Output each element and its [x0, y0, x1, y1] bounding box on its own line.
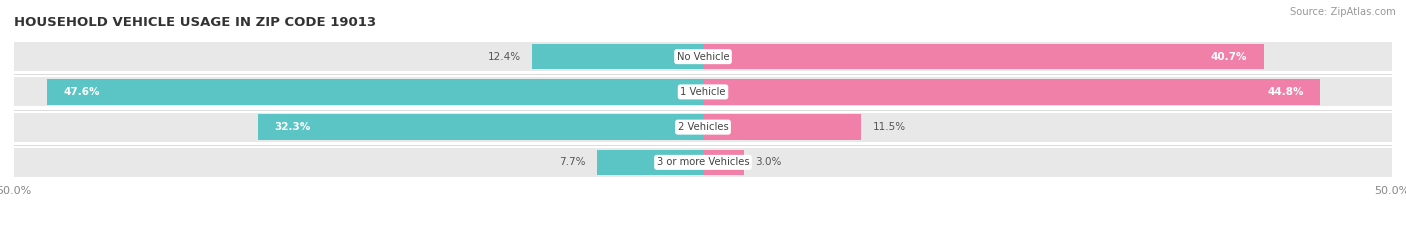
Text: 40.7%: 40.7%	[1211, 52, 1247, 62]
Bar	[531, 44, 703, 69]
Text: No Vehicle: No Vehicle	[676, 52, 730, 62]
Text: 44.8%: 44.8%	[1267, 87, 1303, 97]
Bar	[14, 77, 1392, 106]
Bar	[48, 79, 703, 105]
Text: 2 Vehicles: 2 Vehicles	[678, 122, 728, 132]
Bar	[257, 114, 703, 140]
Bar	[14, 42, 1392, 71]
Text: 47.6%: 47.6%	[63, 87, 100, 97]
Text: 32.3%: 32.3%	[274, 122, 311, 132]
Text: 12.4%: 12.4%	[488, 52, 522, 62]
Text: Source: ZipAtlas.com: Source: ZipAtlas.com	[1291, 7, 1396, 17]
Bar	[703, 79, 1320, 105]
Text: 1 Vehicle: 1 Vehicle	[681, 87, 725, 97]
Bar	[14, 113, 1392, 142]
Bar	[598, 150, 703, 175]
Text: HOUSEHOLD VEHICLE USAGE IN ZIP CODE 19013: HOUSEHOLD VEHICLE USAGE IN ZIP CODE 1901…	[14, 16, 377, 29]
Bar	[703, 114, 862, 140]
Text: 3.0%: 3.0%	[755, 157, 782, 167]
Text: 11.5%: 11.5%	[873, 122, 905, 132]
Text: 7.7%: 7.7%	[560, 157, 586, 167]
Text: 3 or more Vehicles: 3 or more Vehicles	[657, 157, 749, 167]
Bar	[14, 148, 1392, 177]
Bar	[703, 150, 744, 175]
Bar	[703, 44, 1264, 69]
